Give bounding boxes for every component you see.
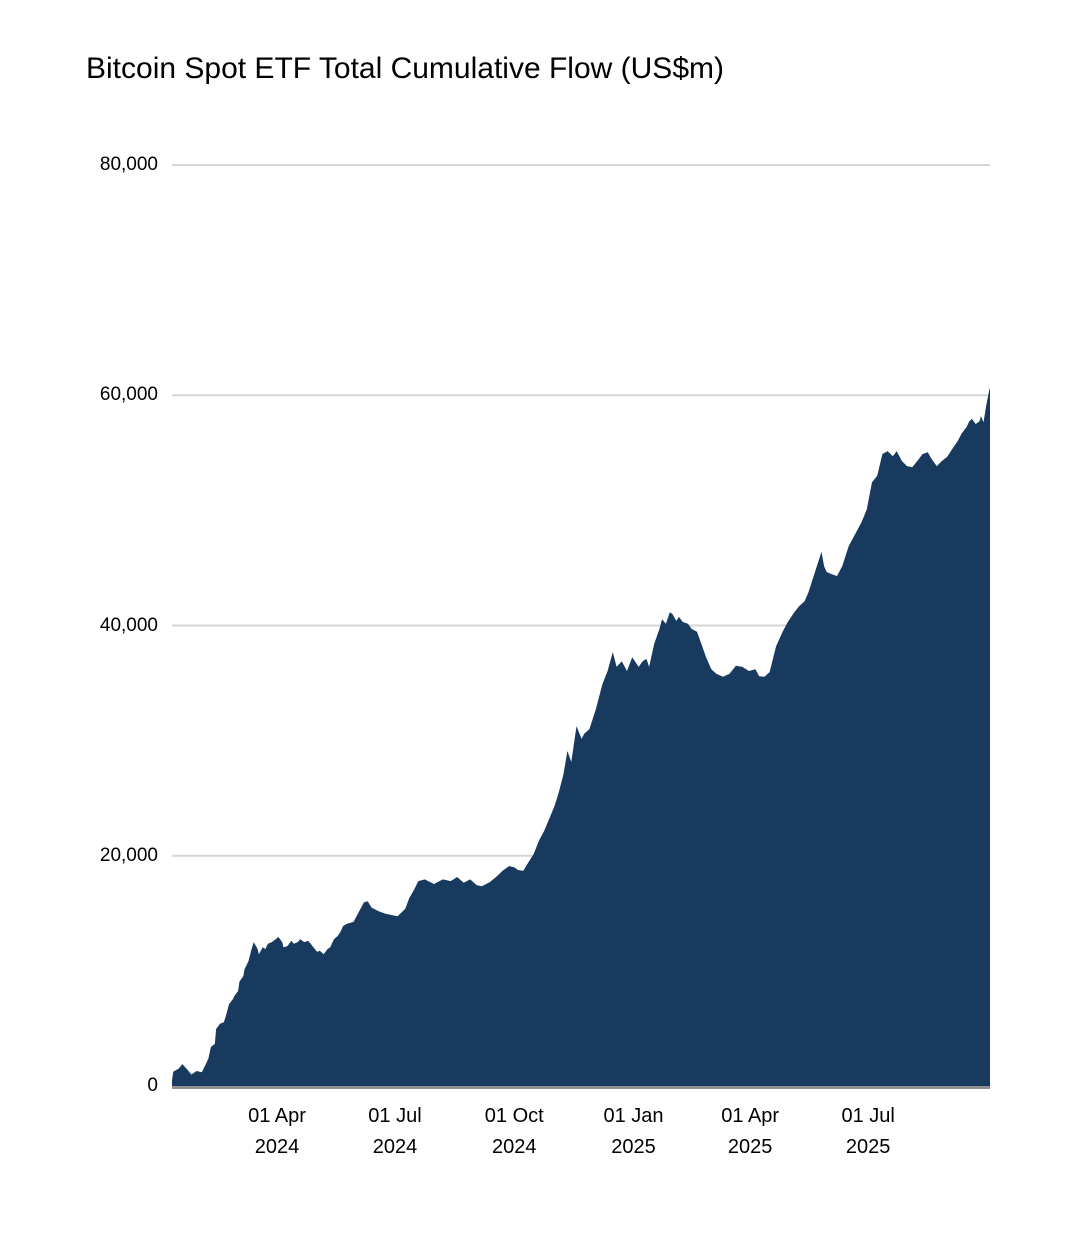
x-tick-label-line1: 01 Jan [603, 1105, 664, 1127]
x-tick-label-line2: 2025 [845, 1136, 891, 1158]
x-tick-label-line1: 01 Apr [248, 1105, 306, 1127]
chart-title: Bitcoin Spot ETF Total Cumulative Flow (… [86, 52, 724, 85]
y-tick-label-20000: 20,000 [99, 844, 158, 866]
x-tick-label-01-Jul-2025: 01 Jul 2025 [798, 1101, 938, 1163]
y-tick-label-80000: 80,000 [99, 154, 158, 175]
x-tick-label-line2: 2025 [611, 1136, 656, 1158]
x-tick-label-01-Jan-2025: 01 Jan 2025 [564, 1101, 704, 1163]
x-tick-label-01-Apr-2024: 01 Apr 2024 [207, 1101, 347, 1163]
x-tick-label-line1: 01 Oct [484, 1105, 544, 1127]
y-tick-label-0: 0 [147, 1075, 158, 1096]
x-tick-label-line2: 2024 [372, 1136, 418, 1158]
x-tick-label-01-Jul-2024: 01 Jul 2024 [325, 1101, 465, 1163]
area-series [172, 387, 990, 1086]
y-tick-label-40000: 40,000 [99, 614, 158, 636]
x-tick-label-line1: 01 Apr [721, 1105, 780, 1127]
x-tick-label-line2: 2025 [727, 1136, 773, 1158]
x-tick-label-line1: 01 Jul [841, 1105, 895, 1127]
x-tick-label-line2: 2024 [254, 1136, 300, 1158]
x-tick-label-line1: 01 Jul [368, 1105, 422, 1127]
y-tick-label-60000: 60,000 [99, 384, 158, 406]
x-tick-label-01-Oct-2024: 01 Oct 2024 [444, 1101, 584, 1163]
x-tick-label-line2: 2024 [491, 1136, 537, 1158]
x-tick-label-01-Apr-2025: 01 Apr 2025 [680, 1101, 820, 1163]
